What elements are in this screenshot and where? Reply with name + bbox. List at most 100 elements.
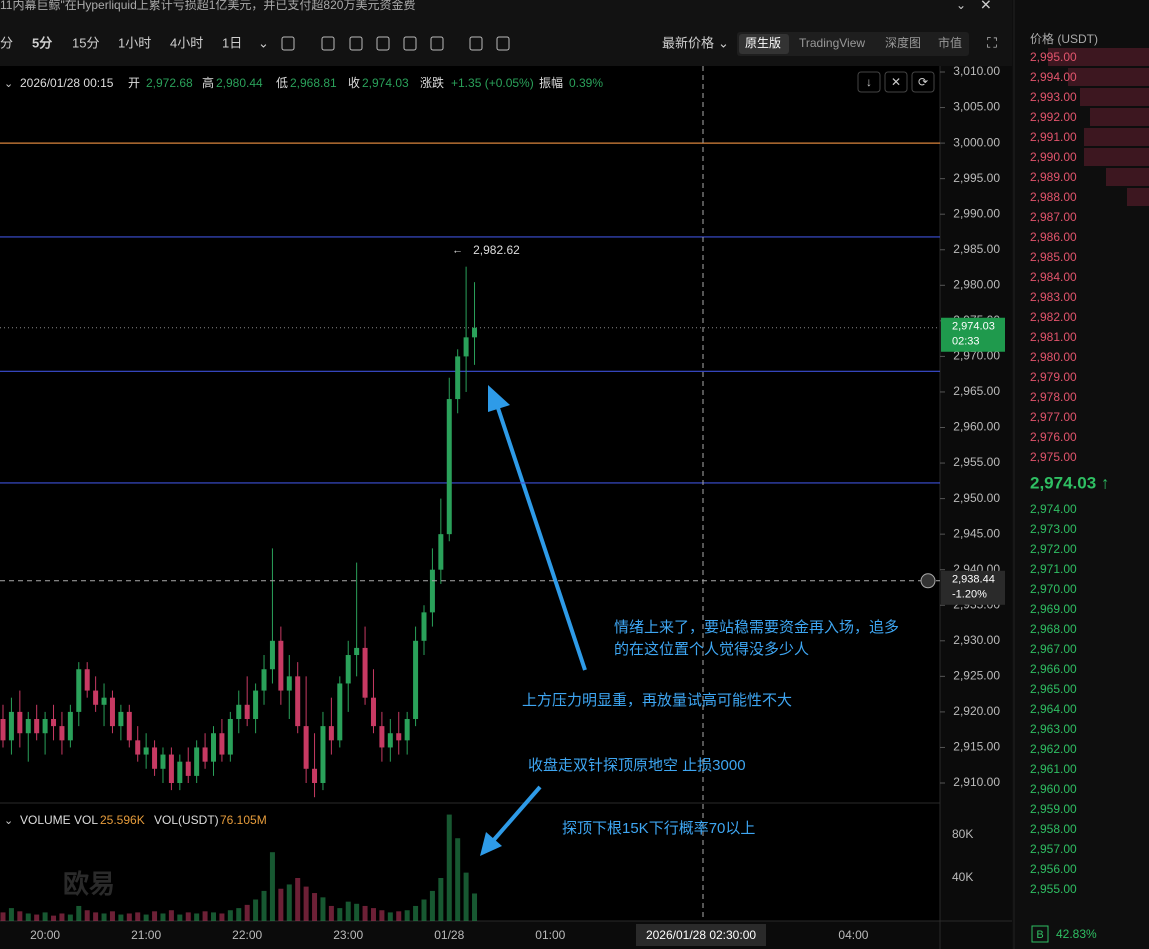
ask-price[interactable]: 2,991.00	[1030, 130, 1077, 144]
ask-price[interactable]: 2,993.00	[1030, 90, 1077, 104]
interval[interactable]: 1日	[222, 35, 242, 50]
price-mode[interactable]: 最新价格	[662, 35, 714, 50]
ask-price[interactable]: 2,995.00	[1030, 50, 1077, 64]
bid-price[interactable]: 2,964.00	[1030, 702, 1077, 716]
volume-bar	[177, 914, 183, 921]
ask-price[interactable]: 2,979.00	[1030, 370, 1077, 384]
view-tab[interactable]: TradingView	[799, 36, 865, 50]
candle-body	[404, 719, 410, 741]
ask-price[interactable]: 2,985.00	[1030, 250, 1077, 264]
ask-price[interactable]: 2,988.00	[1030, 190, 1077, 204]
volume-bar	[168, 910, 174, 921]
bid-price[interactable]: 2,963.00	[1030, 722, 1077, 736]
view-tab[interactable]: 深度图	[885, 35, 921, 50]
interval-more[interactable]: ⌄	[258, 35, 269, 50]
ask-price[interactable]: 2,990.00	[1030, 150, 1077, 164]
interval[interactable]: 分	[0, 35, 13, 50]
tool-icon[interactable]	[281, 36, 295, 51]
annotation: 收盘走双针探顶原地空 止损3000	[528, 756, 746, 774]
volume-bar	[269, 852, 275, 921]
ask-price[interactable]: 2,976.00	[1030, 430, 1077, 444]
arrow-shaft	[490, 785, 542, 844]
view-switch	[737, 32, 969, 56]
bid-price[interactable]: 2,959.00	[1030, 802, 1077, 816]
ask-price[interactable]: 2,989.00	[1030, 170, 1077, 184]
ask-price[interactable]: 2,994.00	[1030, 70, 1077, 84]
candle-body	[177, 761, 183, 783]
bid-price[interactable]: 2,966.00	[1030, 662, 1077, 676]
y-tick-label: 2,925.00	[953, 669, 1000, 683]
view-tab[interactable]: 原生版	[745, 36, 781, 50]
bid-price[interactable]: 2,955.00	[1030, 882, 1077, 896]
y-tick-label: 2,980.00	[953, 277, 1000, 291]
y-tick-label: 2,960.00	[953, 420, 1000, 434]
ask-price[interactable]: 2,982.00	[1030, 310, 1077, 324]
bid-price[interactable]: 2,960.00	[1030, 782, 1077, 796]
bid-price[interactable]: 2,956.00	[1030, 862, 1077, 876]
bid-price[interactable]: 2,957.00	[1030, 842, 1077, 856]
volume-bar	[59, 913, 65, 921]
bid-price[interactable]: 2,967.00	[1030, 642, 1077, 656]
bid-price[interactable]: 2,971.00	[1030, 562, 1077, 576]
ask-price[interactable]: 2,980.00	[1030, 350, 1077, 364]
bid-price[interactable]: 2,973.00	[1030, 522, 1077, 536]
volume-bar	[379, 910, 385, 921]
volume-bar	[455, 838, 461, 921]
bid-price[interactable]: 2,972.00	[1030, 542, 1077, 556]
ask-price[interactable]: 2,992.00	[1030, 110, 1077, 124]
ask-price[interactable]: 2,978.00	[1030, 390, 1077, 404]
view-tab[interactable]: 市值	[938, 35, 962, 50]
candle-body	[211, 733, 216, 762]
candle-body	[387, 733, 393, 748]
volume-bar	[345, 901, 351, 921]
bid-price[interactable]: 2,970.00	[1030, 582, 1077, 596]
candle-body	[261, 669, 267, 691]
btn[interactable]	[857, 71, 881, 93]
crosshair-plus[interactable]	[920, 573, 936, 589]
candle-body	[438, 534, 444, 570]
ohlc-low: 2,968.81	[290, 76, 337, 90]
interval[interactable]: 15分	[72, 35, 99, 50]
candle-body	[421, 612, 427, 641]
price-mode-arrow[interactable]: ⌄	[718, 35, 729, 50]
ask-price[interactable]: 2,984.00	[1030, 270, 1077, 284]
bid-price[interactable]: 2,961.00	[1030, 762, 1077, 776]
ohlc-open: 2,972.68	[146, 76, 193, 90]
interval[interactable]: 1小时	[118, 35, 151, 50]
bid-price[interactable]: 2,958.00	[1030, 822, 1077, 836]
btn[interactable]	[911, 71, 935, 93]
ask-price[interactable]: 2,977.00	[1030, 410, 1077, 424]
chevron[interactable]: ⌄	[956, 0, 966, 12]
ask-price[interactable]: 2,975.00	[1030, 450, 1077, 464]
ask-price[interactable]: 2,981.00	[1030, 330, 1077, 344]
fullscreen[interactable]: ⛶	[987, 35, 997, 51]
btn[interactable]	[884, 71, 908, 93]
volume-bar	[421, 899, 427, 921]
bid-price[interactable]: 2,962.00	[1030, 742, 1077, 756]
tool-icon[interactable]	[376, 36, 390, 51]
ask-price[interactable]: 2,986.00	[1030, 230, 1077, 244]
ask-price[interactable]: 2,983.00	[1030, 290, 1077, 304]
bid-price[interactable]: 2,965.00	[1030, 682, 1077, 696]
tool-icon[interactable]	[321, 36, 335, 51]
candle-body	[135, 740, 141, 755]
interval[interactable]: 4小时	[170, 35, 203, 50]
crosshair-box	[941, 570, 1005, 605]
bid-price[interactable]: 2,974.00	[1030, 502, 1077, 516]
ask-price[interactable]: 2,987.00	[1030, 210, 1077, 224]
bid-price[interactable]: 2,968.00	[1030, 622, 1077, 636]
tool-icon[interactable]	[496, 36, 510, 51]
tool-icon[interactable]	[403, 36, 417, 51]
interval[interactable]: 5分	[32, 35, 52, 50]
tool-icon[interactable]	[430, 36, 444, 51]
candle-body	[362, 647, 368, 698]
depth-bar	[1084, 128, 1149, 146]
collapse: ⌄	[4, 78, 13, 90]
countdown: 02:33	[952, 336, 980, 348]
close[interactable]: ✕	[980, 0, 992, 13]
x-tick-label: 22:00	[232, 928, 262, 942]
tool-icon[interactable]	[469, 36, 483, 51]
tool-icon[interactable]	[349, 36, 363, 51]
bid-price[interactable]: 2,969.00	[1030, 602, 1077, 616]
crosshair-time: 2026/01/28 02:30:00	[646, 928, 756, 942]
